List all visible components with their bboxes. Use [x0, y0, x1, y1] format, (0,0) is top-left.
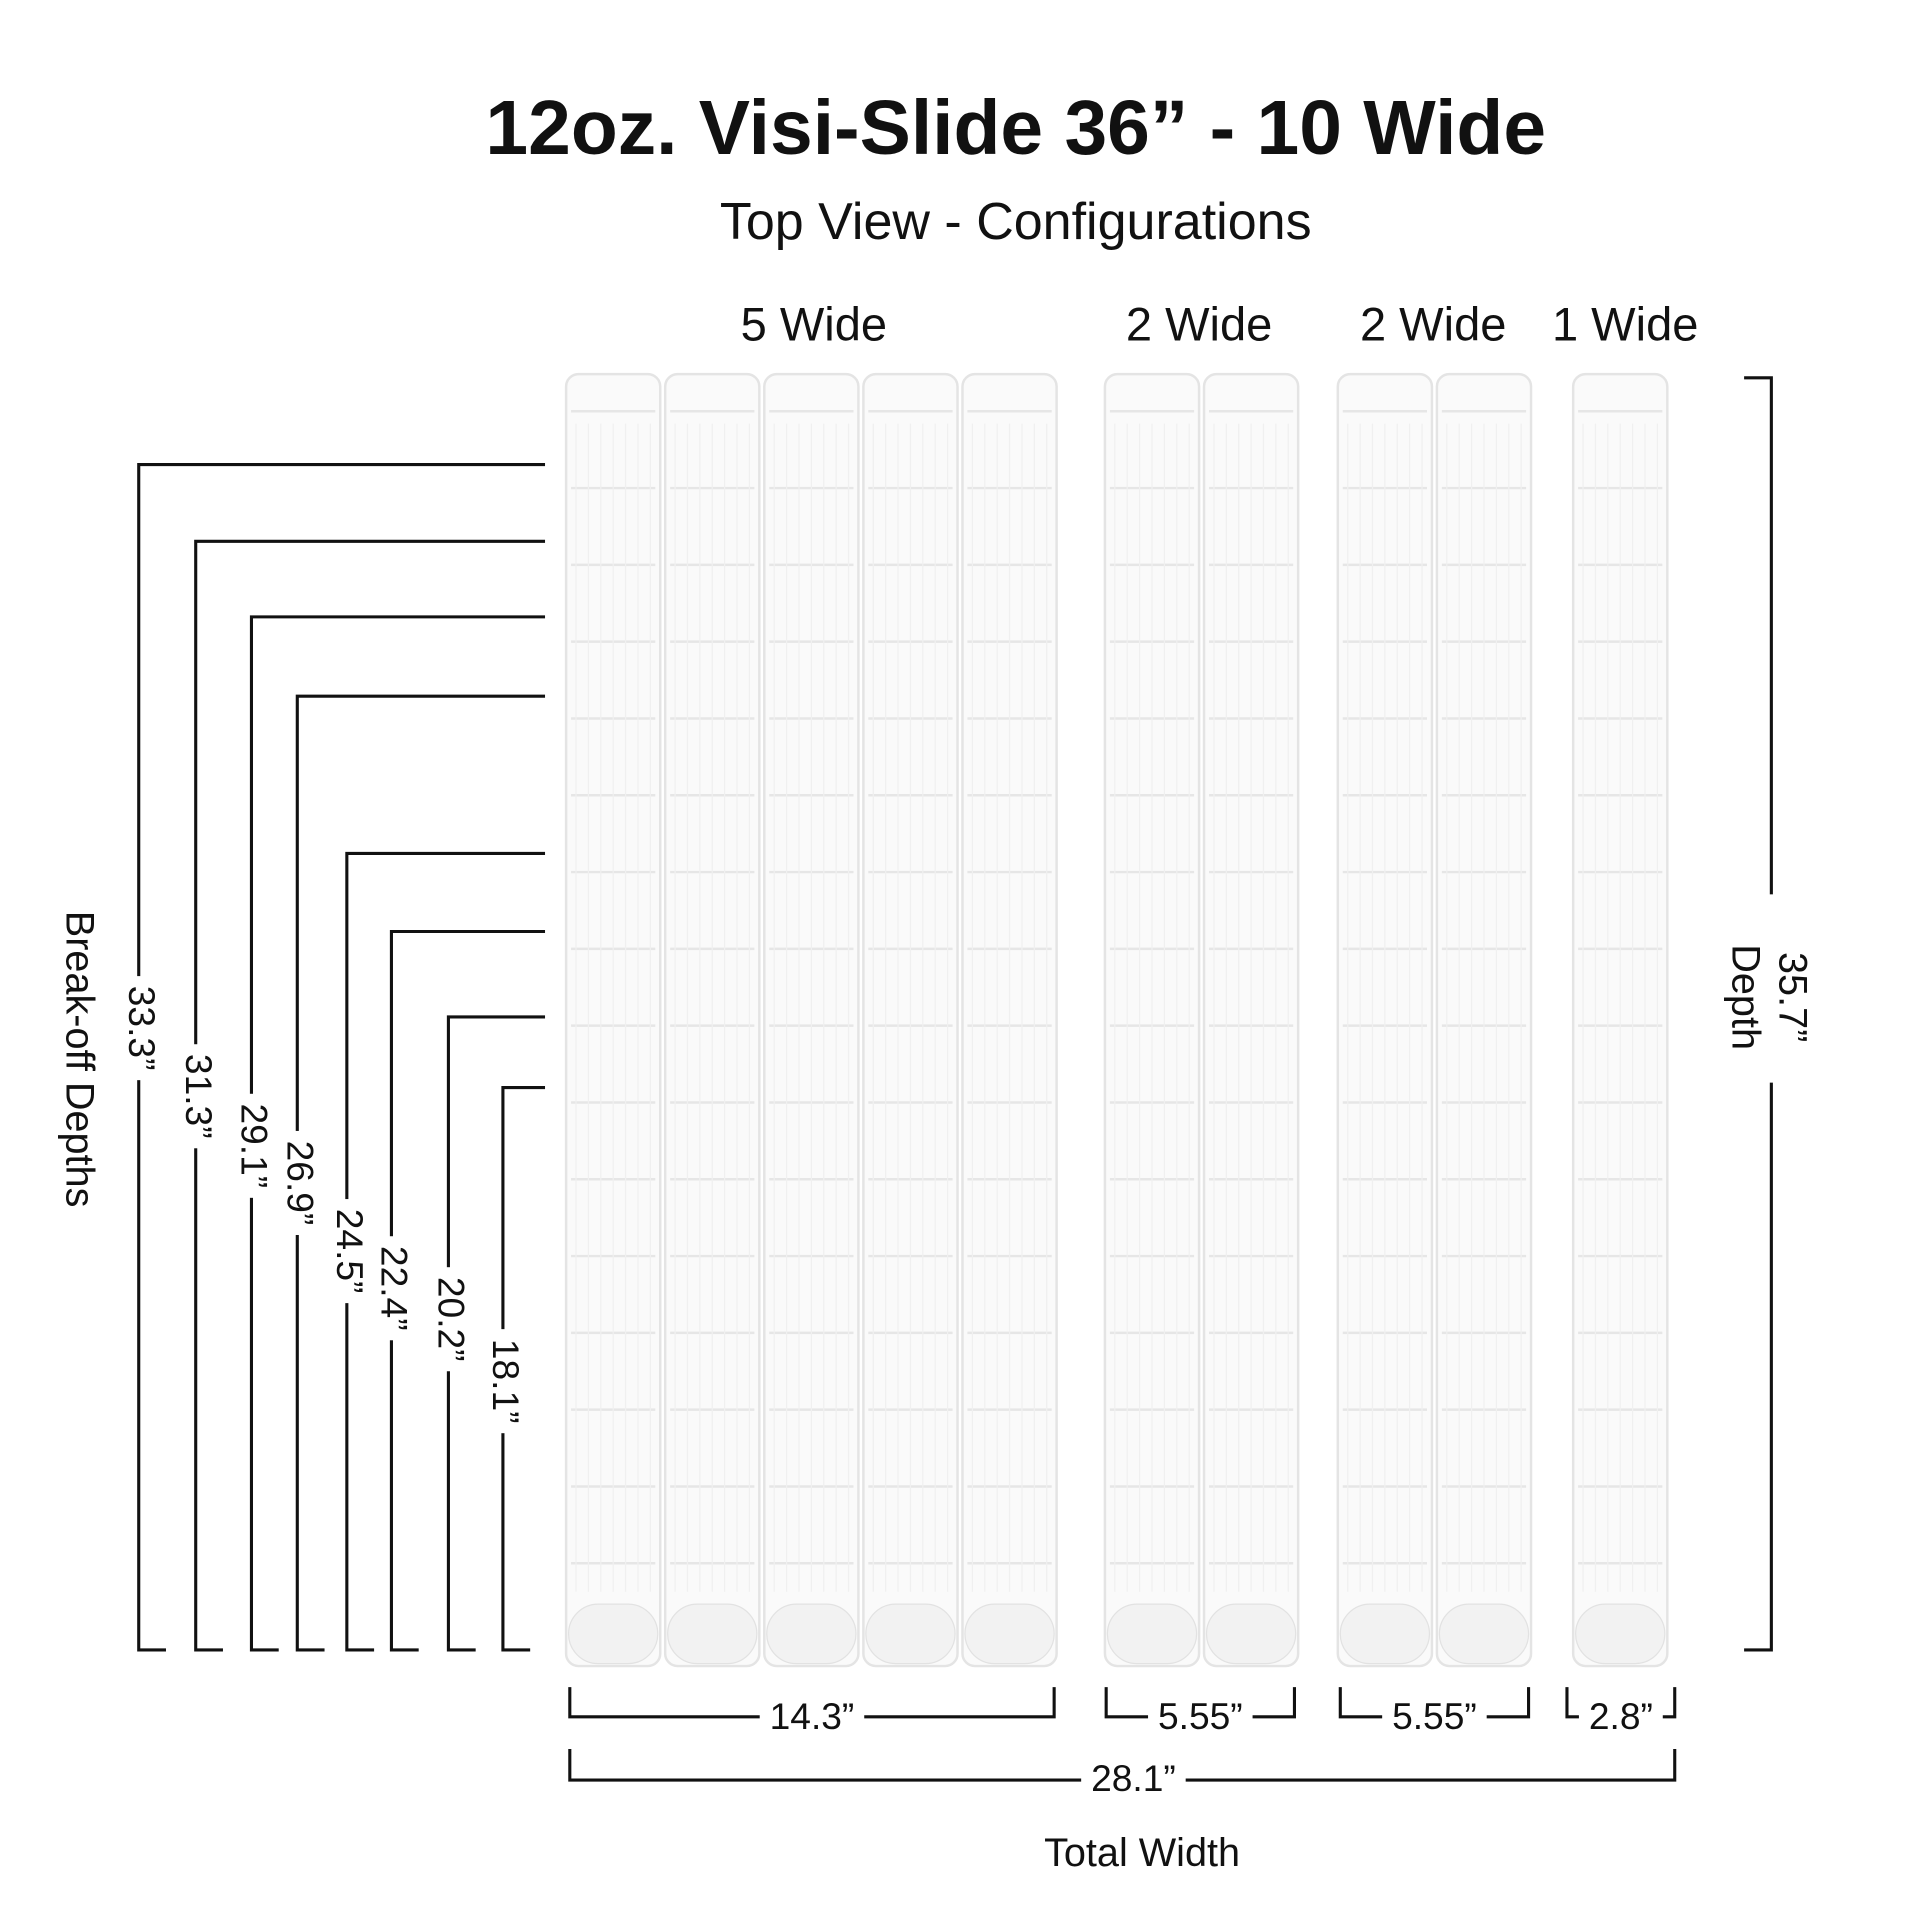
label-bg — [485, 1329, 521, 1434]
strip-cap — [1106, 1603, 1198, 1665]
break-off-value: 18.1” — [485, 1339, 527, 1424]
strip-cap — [567, 1603, 659, 1665]
label-bg — [234, 1093, 269, 1198]
break-off-value: 31.3” — [178, 1054, 220, 1139]
label-bg — [374, 1236, 409, 1341]
strip-cap — [964, 1603, 1055, 1665]
strip-cap — [1575, 1603, 1666, 1665]
product — [564, 372, 1669, 1668]
strip-cap — [766, 1603, 857, 1665]
group-label: 2 Wide — [1126, 298, 1272, 351]
break-off-value: 26.9” — [279, 1141, 321, 1226]
break-off-value: 33.3” — [121, 986, 163, 1071]
label-bg — [279, 1130, 315, 1235]
break-off-value: 20.2” — [431, 1277, 473, 1362]
break-off-value: 24.5” — [329, 1209, 371, 1294]
width-value: 2.8” — [1589, 1695, 1653, 1737]
group-label: 5 Wide — [741, 298, 887, 351]
break-off-bracket — [295, 694, 546, 1652]
break-off-value: 22.4” — [374, 1246, 416, 1331]
total-width-value: 28.1” — [1091, 1757, 1176, 1799]
label-bg — [121, 976, 157, 1081]
group-label: 2 Wide — [1360, 298, 1506, 351]
label-bg — [759, 1690, 865, 1743]
width-value: 14.3” — [770, 1695, 855, 1737]
width-value: 5.55” — [1158, 1695, 1243, 1737]
label-bg — [1081, 1752, 1186, 1805]
strip-cap — [1438, 1603, 1530, 1665]
label-bg — [178, 1044, 214, 1149]
strip-cap — [865, 1603, 956, 1665]
label-bg — [329, 1199, 365, 1304]
break-off-label: Break-off Depths — [57, 911, 101, 1208]
depth-label: Depth — [1723, 944, 1767, 1050]
label-bg — [1758, 894, 1784, 1083]
label-bg — [431, 1267, 466, 1372]
label-bg — [1578, 1690, 1663, 1743]
break-off-value: 29.1” — [234, 1103, 276, 1188]
width-value: 5.55” — [1392, 1695, 1477, 1737]
strip-cap — [1339, 1603, 1431, 1665]
title: 12oz. Visi-Slide 36” - 10 Wide — [485, 85, 1546, 171]
total-width-label: Total Width — [1044, 1831, 1240, 1875]
group-label: 1 Wide — [1552, 298, 1698, 351]
subtitle: Top View - Configurations — [720, 193, 1312, 251]
label-bg — [1148, 1690, 1253, 1743]
depth-value: 35.7” — [1770, 952, 1814, 1042]
strip-cap — [667, 1603, 758, 1665]
strip-cap — [1205, 1603, 1297, 1665]
label-bg — [1382, 1690, 1487, 1743]
